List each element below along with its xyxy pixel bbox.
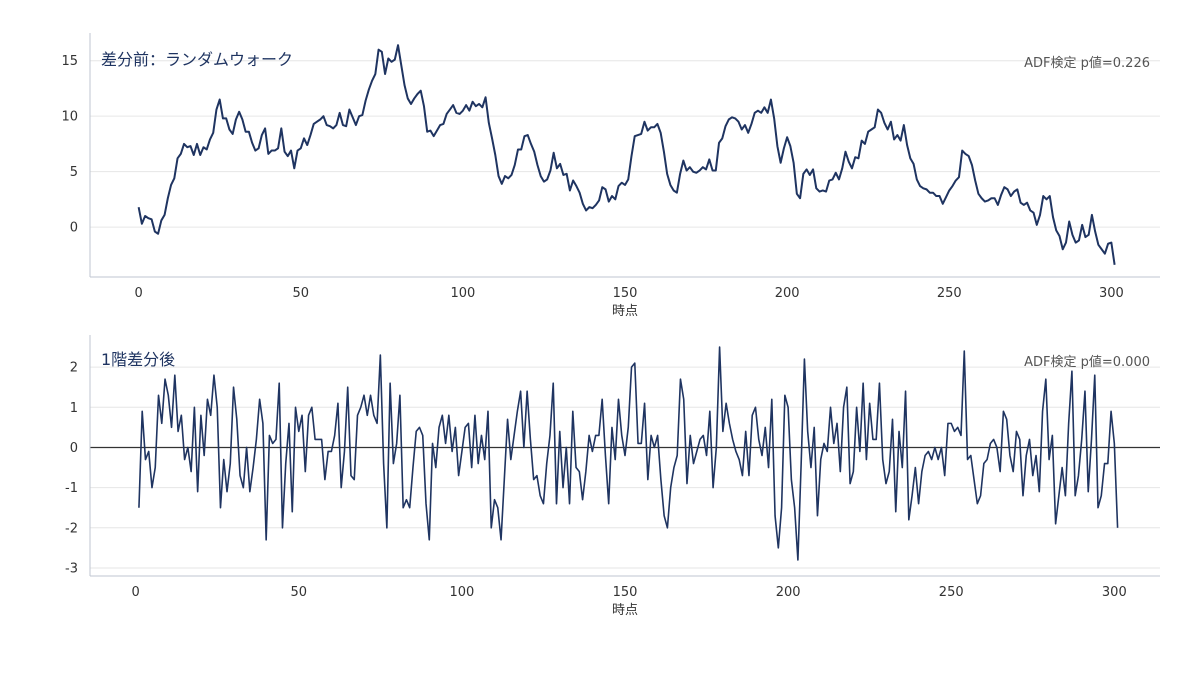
y-tick-label: 0 (70, 221, 78, 236)
x-tick-label: 100 (450, 286, 475, 301)
x-tick-label: 150 (613, 286, 638, 301)
y-tick-label: 10 (61, 110, 78, 125)
y-tick-label: -1 (65, 481, 78, 496)
y-tick-label: 5 (70, 165, 78, 180)
y-tick-label: -2 (65, 521, 78, 536)
x-tick-label: 250 (939, 585, 964, 600)
x-tick-label: 200 (776, 585, 801, 600)
series-line (138, 346, 1119, 561)
x-tick-label: 0 (132, 585, 140, 600)
x-axis-title: 時点 (612, 603, 638, 618)
x-axis-title: 時点 (612, 304, 638, 319)
x-tick-label: 50 (292, 286, 309, 301)
x-tick-label: 0 (134, 286, 142, 301)
chart-title: 1階差分後 (101, 350, 175, 369)
x-tick-label: 200 (775, 286, 800, 301)
adf-annotation: ADF検定 p値=0.226 (1024, 55, 1150, 71)
series-line (137, 44, 1116, 265)
x-tick-label: 150 (613, 585, 638, 600)
x-tick-label: 100 (449, 585, 474, 600)
y-tick-label: 1 (70, 401, 78, 416)
chart-title: 差分前：ランダムウォーク (101, 50, 293, 69)
chart-panel-differenced: -3 -2 -1 0 1 2 0 50 100 150 200 250 300 1階差分後 ADF検定 … (65, 335, 1160, 618)
x-tick-label: 250 (937, 286, 962, 301)
y-tick-label: 0 (70, 441, 78, 456)
y-tick-label: 15 (61, 54, 78, 69)
x-tick-label: 300 (1102, 585, 1127, 600)
y-tick-label: -3 (65, 561, 78, 576)
adf-annotation: ADF検定 p値=0.000 (1024, 354, 1150, 370)
y-tick-label: 2 (70, 361, 78, 376)
x-tick-label: 300 (1099, 286, 1124, 301)
x-tick-label: 50 (291, 585, 308, 600)
